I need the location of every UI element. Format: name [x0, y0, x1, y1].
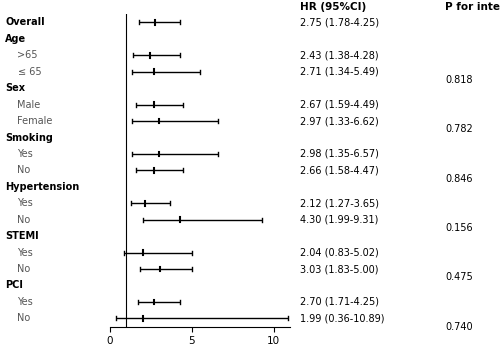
- Text: 1.99 (0.36-10.89): 1.99 (0.36-10.89): [300, 313, 384, 323]
- Text: 2.66 (1.58-4.47): 2.66 (1.58-4.47): [300, 165, 379, 175]
- Text: 0.475: 0.475: [445, 272, 472, 282]
- Text: PCI: PCI: [5, 280, 23, 290]
- Text: Yes: Yes: [18, 297, 33, 307]
- Text: Sex: Sex: [5, 83, 25, 93]
- Text: 0.156: 0.156: [445, 223, 472, 233]
- Text: 0.818: 0.818: [445, 75, 472, 85]
- Text: 2.04 (0.83-5.02): 2.04 (0.83-5.02): [300, 247, 379, 258]
- Text: 2.75 (1.78-4.25): 2.75 (1.78-4.25): [300, 17, 379, 27]
- Text: 2.43 (1.38-4.28): 2.43 (1.38-4.28): [300, 50, 378, 60]
- Text: Yes: Yes: [18, 149, 33, 159]
- Text: 4.30 (1.99-9.31): 4.30 (1.99-9.31): [300, 215, 378, 225]
- Text: 0.740: 0.740: [445, 322, 472, 332]
- Text: 2.98 (1.35-6.57): 2.98 (1.35-6.57): [300, 149, 379, 159]
- Text: 0.846: 0.846: [445, 174, 472, 184]
- Text: Hypertension: Hypertension: [5, 182, 79, 192]
- Text: Yes: Yes: [18, 198, 33, 208]
- Text: >65: >65: [18, 50, 38, 60]
- Text: 2.12 (1.27-3.65): 2.12 (1.27-3.65): [300, 198, 379, 208]
- Text: Overall: Overall: [5, 17, 44, 27]
- Text: STEMI: STEMI: [5, 231, 38, 241]
- Text: No: No: [18, 165, 31, 175]
- Text: ≤ 65: ≤ 65: [18, 67, 41, 77]
- Text: Smoking: Smoking: [5, 132, 53, 142]
- Text: 2.70 (1.71-4.25): 2.70 (1.71-4.25): [300, 297, 379, 307]
- Text: 2.71 (1.34-5.49): 2.71 (1.34-5.49): [300, 67, 379, 77]
- Text: 2.67 (1.59-4.49): 2.67 (1.59-4.49): [300, 100, 379, 110]
- Text: 3.03 (1.83-5.00): 3.03 (1.83-5.00): [300, 264, 378, 274]
- Text: Yes: Yes: [18, 247, 33, 258]
- Text: 2.97 (1.33-6.62): 2.97 (1.33-6.62): [300, 116, 379, 126]
- Text: Female: Female: [18, 116, 53, 126]
- Text: Age: Age: [5, 34, 26, 44]
- Text: P for interaction: P for interaction: [445, 2, 500, 12]
- Text: No: No: [18, 215, 31, 225]
- Text: No: No: [18, 313, 31, 323]
- Text: Male: Male: [18, 100, 41, 110]
- Text: HR (95%CI): HR (95%CI): [300, 2, 366, 12]
- Text: 0.782: 0.782: [445, 124, 472, 134]
- Text: No: No: [18, 264, 31, 274]
